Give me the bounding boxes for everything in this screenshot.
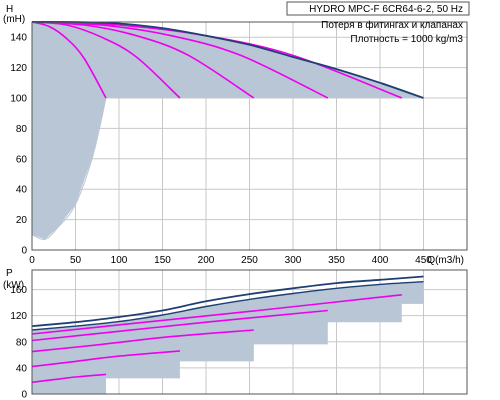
x-tick-label: 100 <box>111 255 128 266</box>
x-tick-labels: 0 50 100 150 200 250 300 350 400 450 <box>29 255 432 266</box>
head-y-tick-label: 40 <box>16 185 28 196</box>
power-speed-curve <box>31 309 328 342</box>
head-y-axis-label: H <box>6 4 13 15</box>
head-y-tick-label: 100 <box>10 94 27 105</box>
power-y-axis-unit: (kW) <box>3 280 24 291</box>
power-y-tick-label: 120 <box>10 311 27 322</box>
x-tick-label: 350 <box>328 255 345 266</box>
power-y-tick-label: 0 <box>21 390 27 400</box>
x-tick-label: 300 <box>285 255 302 266</box>
head-plot-frame <box>31 21 468 251</box>
head-minimum-curve <box>31 97 107 241</box>
power-speed-curve <box>31 373 107 384</box>
head-speed-curve <box>31 21 107 99</box>
power-speed-curve <box>31 350 180 368</box>
power-speed-curve <box>31 329 254 353</box>
head-y-tick-label: 60 <box>16 154 28 165</box>
head-y-tick-label: 20 <box>16 215 28 226</box>
x-tick-label: 200 <box>198 255 215 266</box>
x-tick-label: 150 <box>154 255 171 266</box>
power-envelope-lower-line <box>31 281 424 331</box>
x-tick-label: 450 <box>415 255 432 266</box>
x-axis-label: Q(m3/h) <box>427 255 464 266</box>
x-tick-label: 50 <box>70 255 82 266</box>
power-y-tick-labels: 0 40 80 120 160 <box>10 285 27 400</box>
head-minimum-line <box>31 97 107 241</box>
power-envelope-line <box>31 275 424 327</box>
power-envelope-curves <box>31 275 424 331</box>
head-plot: 0 20 40 60 80 100 120 140 H (mH) HYDRO MPC-F 6C… <box>3 1 470 257</box>
chart-title-box <box>286 1 470 16</box>
x-tick-label: 0 <box>29 255 35 266</box>
head-y-tick-label: 0 <box>21 246 27 257</box>
head-y-axis-unit: (mH) <box>3 14 25 25</box>
head-fill-main <box>32 22 424 98</box>
power-y-axis-label: P <box>6 268 13 279</box>
power-operating-area <box>32 281 424 394</box>
x-tick-label: 400 <box>372 255 389 266</box>
power-fill-area <box>32 281 424 394</box>
power-y-tick-label: 160 <box>10 285 27 296</box>
head-fill-low <box>32 98 106 240</box>
chart-title: HYDRO MPC-F 6CR64-6-2, 50 Hz <box>309 4 463 15</box>
power-speed-curve <box>31 294 402 335</box>
x-tick-label: 250 <box>241 255 258 266</box>
head-y-tick-label: 80 <box>16 124 28 135</box>
power-y-tick-label: 80 <box>16 337 28 348</box>
power-speed-curves <box>31 294 402 384</box>
head-y-tick-labels: 0 20 40 60 80 100 120 140 <box>10 33 27 257</box>
power-plot: 0 40 80 120 160 P (kW) <box>3 268 468 400</box>
power-plot-frame <box>31 269 468 395</box>
power-y-tick-label: 40 <box>16 363 28 374</box>
head-operating-area <box>32 22 424 240</box>
head-y-tick-label: 120 <box>10 63 27 74</box>
chart-note-losses: Потеря в фитингах и клапанах <box>321 19 463 31</box>
head-y-tick-label: 140 <box>10 33 27 44</box>
chart-note-density: Плотность = 1000 kg/m3 <box>350 34 463 45</box>
